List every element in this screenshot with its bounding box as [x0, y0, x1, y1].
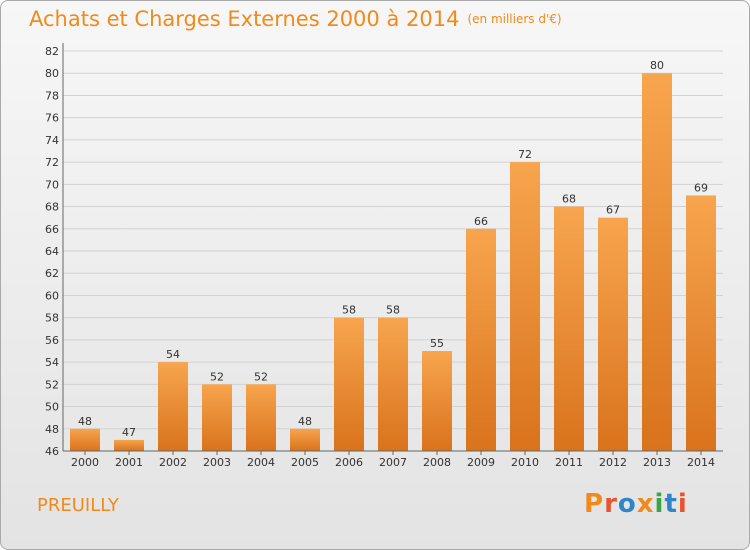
x-tick-label: 2003 — [203, 456, 231, 469]
bar — [114, 439, 144, 451]
logo-letter: P — [584, 489, 605, 519]
data-label: 52 — [254, 370, 268, 383]
y-tick-label: 46 — [45, 445, 59, 458]
data-label: 67 — [606, 204, 620, 217]
y-tick-label: 78 — [45, 89, 59, 102]
axes: 46 48 50 52 54 56 58 60 62 64 66 68 70 72 74 76 78 80 82 20… — [45, 43, 723, 469]
y-tick-label: 62 — [45, 267, 59, 280]
y-tick-label: 52 — [45, 378, 59, 391]
x-tick-label: 2004 — [247, 456, 275, 469]
logo-letter: x — [636, 489, 655, 519]
y-tick-label: 54 — [45, 356, 59, 369]
x-tick-label: 2010 — [511, 456, 539, 469]
bar — [686, 195, 716, 451]
chart-title-main: Achats et Charges Externes 2000 à 2014 — [29, 7, 460, 31]
bar — [70, 428, 100, 451]
y-tick-label: 64 — [45, 245, 59, 258]
x-tick-label: 2001 — [115, 456, 143, 469]
bar — [378, 317, 408, 451]
y-tick-label: 74 — [45, 134, 59, 147]
logo-letter: r — [604, 489, 618, 519]
y-tick-label: 56 — [45, 334, 59, 347]
x-tick-label: 2007 — [379, 456, 407, 469]
data-label: 66 — [474, 215, 488, 228]
logo-letter: i — [654, 489, 665, 519]
y-tick-label: 50 — [45, 401, 59, 414]
y-tick-label: 58 — [45, 312, 59, 325]
chart-subtitle: (en milliers d'€) — [467, 12, 562, 26]
x-tick-label: 2008 — [423, 456, 451, 469]
chart-title: Achats et Charges Externes 2000 à 2014 (e… — [29, 7, 562, 31]
x-tick-label: 2000 — [71, 456, 99, 469]
logo-letter: i — [677, 489, 688, 519]
y-tick-label: 60 — [45, 289, 59, 302]
data-label: 52 — [210, 370, 224, 383]
y-tick-label: 70 — [45, 178, 59, 191]
x-tick-label: 2005 — [291, 456, 319, 469]
data-label: 72 — [518, 148, 532, 161]
bar — [246, 384, 276, 451]
data-label: 80 — [650, 59, 664, 72]
x-tick-label: 2013 — [643, 456, 671, 469]
data-label: 48 — [298, 415, 312, 428]
bar — [510, 162, 540, 451]
bar-chart: 46 48 50 52 54 56 58 60 62 64 66 68 70 72 74 76 78 80 82 20… — [45, 43, 723, 469]
data-label: 48 — [78, 415, 92, 428]
bar — [554, 206, 584, 451]
bar — [642, 73, 672, 451]
x-tick-label: 2012 — [599, 456, 627, 469]
y-tick-label: 82 — [45, 45, 59, 58]
data-label: 58 — [386, 304, 400, 317]
bar — [202, 384, 232, 451]
y-tick-label: 80 — [45, 67, 59, 80]
y-tick-label: 76 — [45, 112, 59, 125]
bar — [466, 228, 496, 451]
data-label: 54 — [166, 348, 180, 361]
data-label: 47 — [122, 426, 136, 439]
y-tick-label: 72 — [45, 156, 59, 169]
bar — [290, 428, 320, 451]
data-label: 69 — [694, 181, 708, 194]
proxiti-logo: Proxiti — [584, 489, 688, 519]
labels: 48 47 54 52 52 48 58 58 55 66 72 68 67 80 69 — [78, 59, 708, 439]
y-tick-label: 68 — [45, 201, 59, 214]
x-tick-label: 2002 — [159, 456, 187, 469]
city-name: PREUILLY — [37, 495, 119, 516]
x-tick-label: 2009 — [467, 456, 495, 469]
x-tick-label: 2011 — [555, 456, 583, 469]
data-label: 55 — [430, 337, 444, 350]
data-label: 58 — [342, 304, 356, 317]
y-tick-label: 66 — [45, 223, 59, 236]
x-tick-label: 2006 — [335, 456, 363, 469]
bar — [334, 317, 364, 451]
bar — [598, 217, 628, 451]
data-label: 68 — [562, 193, 576, 206]
bar — [422, 351, 452, 451]
logo-letter: o — [617, 489, 637, 519]
y-tick-label: 48 — [45, 423, 59, 436]
x-tick-label: 2014 — [687, 456, 715, 469]
bars — [70, 73, 716, 451]
logo-letter: t — [664, 489, 678, 519]
bar — [158, 362, 188, 451]
